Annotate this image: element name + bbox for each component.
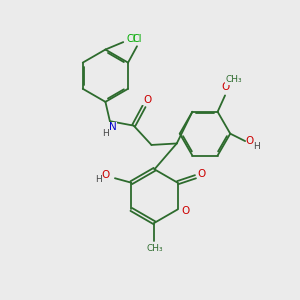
Text: O: O [182,206,190,216]
Text: O: O [221,82,230,92]
Text: Cl: Cl [133,34,142,44]
Text: Cl: Cl [127,34,136,44]
Text: H: H [253,142,260,151]
Text: H: H [95,175,102,184]
Text: N: N [109,122,117,132]
Text: H: H [102,129,109,138]
Text: CH₃: CH₃ [226,75,242,84]
Text: CH₃: CH₃ [146,244,163,253]
Text: O: O [245,136,254,146]
Text: O: O [101,170,110,180]
Text: O: O [143,95,151,105]
Text: O: O [198,169,206,179]
